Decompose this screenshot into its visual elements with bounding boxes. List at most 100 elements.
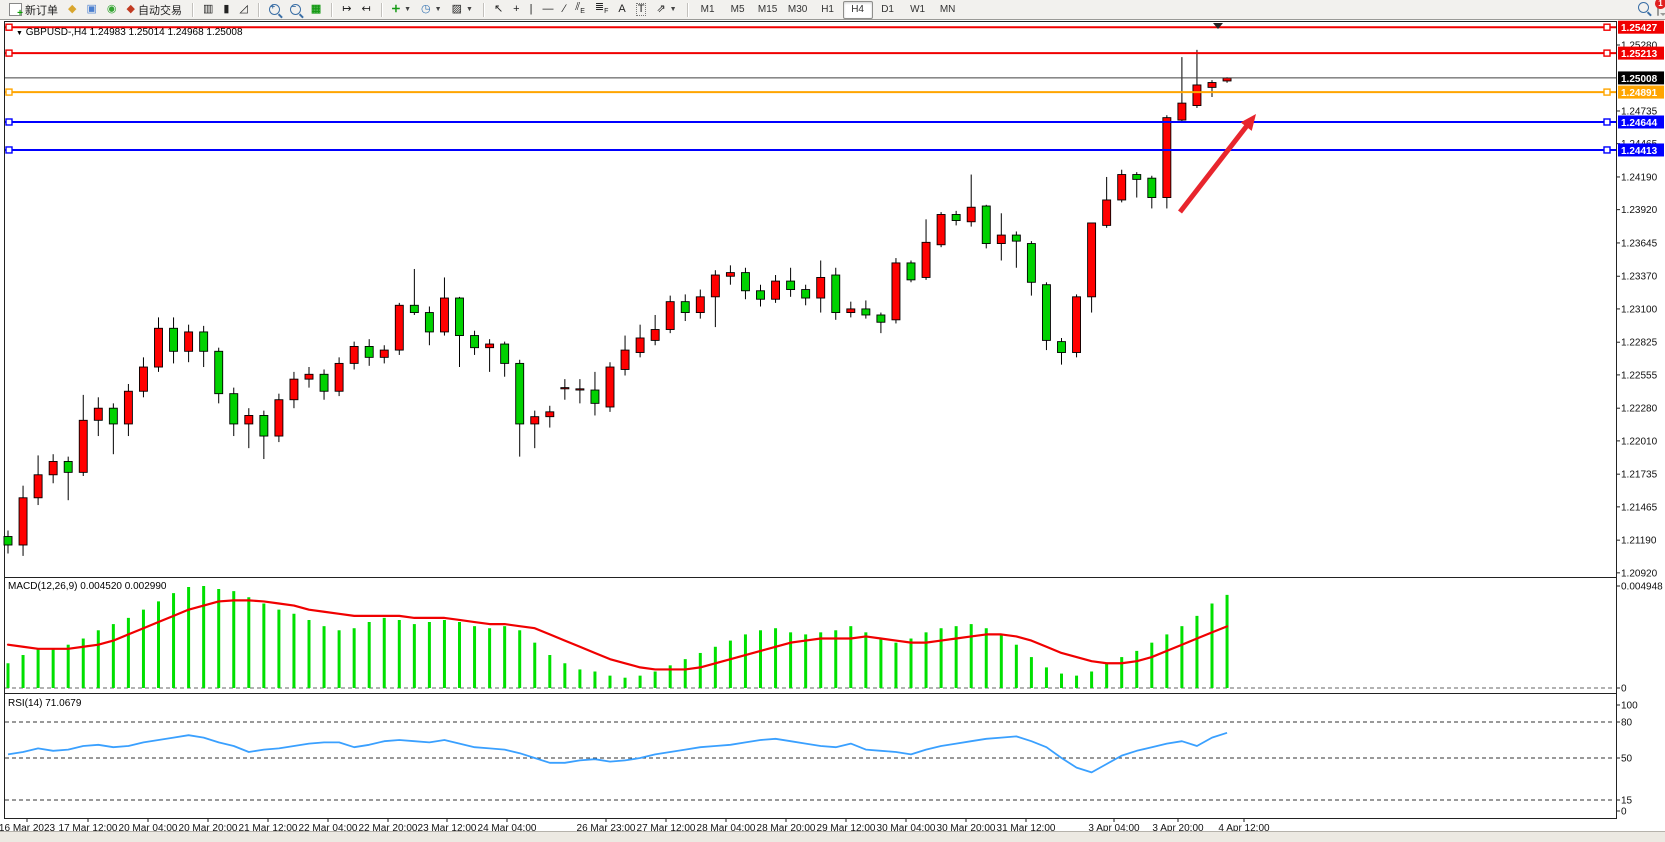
candle — [801, 289, 811, 299]
timeframe-button-mn[interactable]: MN — [939, 3, 956, 15]
periods-button[interactable]: ◷ ▼ — [416, 0, 447, 20]
line-handle[interactable] — [5, 146, 13, 154]
symbol-menu-icon[interactable]: ▼ — [16, 30, 23, 37]
price-tag-label: 1.24644 — [1621, 118, 1658, 129]
price-axis-label: 1.20920 — [1621, 568, 1658, 579]
label-tool-button[interactable]: T — [631, 0, 652, 20]
timeframe-button-m15[interactable]: M15 — [757, 3, 778, 15]
price-tag — [1618, 143, 1664, 157]
date-axis-label: 20 Mar 04:00 — [119, 823, 178, 834]
fibonacci-tool-button[interactable]: ≣F — [590, 0, 614, 20]
date-axis-label: 30 Mar 04:00 — [877, 823, 936, 834]
timeframe-button-m30[interactable]: M30 — [787, 3, 808, 15]
rsi-axis-label: 50 — [1621, 754, 1633, 765]
line-handle[interactable] — [5, 88, 13, 96]
chart-canvas[interactable]: 1.252801.247351.244651.241901.239201.236… — [0, 20, 1665, 842]
macd-pane[interactable] — [4, 577, 1617, 694]
timeframe-button-w1[interactable]: W1 — [910, 3, 926, 15]
trend-arrow[interactable] — [1178, 121, 1251, 214]
channel-tool-button[interactable]: ⫽E — [570, 0, 590, 20]
date-axis-label: 21 Mar 12:00 — [239, 823, 298, 834]
macd-signal-line — [6, 599, 1229, 671]
toolbar-separator — [380, 2, 382, 17]
price-tag-label: 1.24413 — [1621, 146, 1658, 157]
templates-button[interactable]: ▨ ▼ — [447, 0, 478, 20]
date-axis-label: 3 Apr 04:00 — [1088, 823, 1140, 834]
candlestick-chart-button[interactable]: ▮ — [218, 0, 234, 20]
arrows-tool-button[interactable]: ⇗ ▼ — [651, 0, 681, 20]
line-handle[interactable] — [1603, 49, 1611, 57]
search-button[interactable] — [1638, 2, 1649, 16]
zoom-in-button[interactable]: + — [264, 0, 285, 20]
line-handle[interactable] — [1603, 88, 1611, 96]
timeframe-toolbar: M1 M5 M15 M30 H1 H4 D1 W1 MN — [693, 0, 963, 20]
price-axis-label: 1.22280 — [1621, 404, 1658, 415]
status-bar — [0, 831, 1665, 842]
signals-button[interactable]: ◉ — [102, 0, 122, 20]
candle — [78, 419, 88, 473]
line-handle[interactable] — [5, 49, 13, 57]
trend-arrow-head[interactable] — [1240, 114, 1256, 131]
candlestick-chart-icon: ▮ — [223, 3, 230, 15]
timeframe-button-d1[interactable]: D1 — [881, 3, 894, 15]
toolbar: 新订单 ◆ ▣ ◉ ◆ 自动交易 ▥ ▮ ◿ + − ▦ ↦ ↤ 🞤▼ ◷▼ ▨… — [0, 0, 1665, 20]
line-handle[interactable] — [1603, 118, 1611, 126]
chevron-down-icon: ▼ — [669, 6, 677, 13]
timeframe-button-m5[interactable]: M5 — [730, 3, 745, 15]
price-axis-label: 1.22825 — [1621, 338, 1658, 349]
indicators-button[interactable]: 🞤 ▼ — [387, 0, 416, 20]
candle — [605, 366, 615, 408]
timeframe-button-h4[interactable]: H4 — [842, 0, 873, 19]
candle — [138, 366, 148, 392]
line-handle[interactable] — [5, 118, 13, 126]
date-axis-label: 24 Mar 04:00 — [478, 823, 537, 834]
candle — [575, 388, 585, 391]
crosshair-tool-button[interactable]: + — [508, 0, 524, 20]
zoom-out-button[interactable]: − — [285, 0, 306, 20]
candle — [590, 389, 600, 404]
auto-scroll-button[interactable]: ↦ — [337, 0, 356, 20]
candle — [1072, 296, 1082, 353]
notifications-button[interactable]: 1 — [1655, 0, 1665, 16]
date-axis-label: 31 Mar 12:00 — [997, 823, 1056, 834]
rsi-pane[interactable] — [4, 693, 1617, 819]
candle — [48, 461, 58, 476]
line-handle[interactable] — [1603, 23, 1611, 31]
trendline-tool-button[interactable]: ∕ — [558, 0, 570, 20]
autotrade-button[interactable]: ◆ 自动交易 — [121, 0, 186, 20]
candle — [18, 497, 28, 546]
market-watch-button[interactable]: ◆ — [63, 0, 81, 20]
chevron-down-icon: ▼ — [466, 6, 473, 13]
auto-scroll-icon: ↦ — [342, 3, 352, 15]
chart-window[interactable]: 1.252801.247351.244651.241901.239201.236… — [0, 20, 1665, 834]
symbol-period-label: GBPUSD-,H4 — [25, 27, 87, 38]
candle — [364, 346, 374, 358]
zoom-out-icon: − — [289, 2, 301, 15]
cursor-tool-button[interactable]: ↖ — [489, 0, 508, 20]
candle — [289, 378, 299, 401]
bar-chart-icon: ▥ — [202, 3, 214, 15]
chart-shift-button[interactable]: ↤ — [357, 0, 376, 20]
chart-shift-marker[interactable] — [1213, 23, 1223, 29]
price-pane[interactable] — [4, 21, 1617, 578]
autotrade-label: 自动交易 — [137, 4, 182, 17]
line-handle[interactable] — [1603, 146, 1611, 154]
terminal-button[interactable]: ▣ — [81, 0, 101, 20]
tile-windows-button[interactable]: ▦ — [306, 0, 326, 20]
candle — [831, 274, 841, 314]
toolbar-separator — [482, 2, 484, 17]
line-chart-button[interactable]: ◿ — [234, 0, 252, 20]
text-tool-button[interactable]: A — [613, 0, 630, 20]
new-order-button[interactable]: 新订单 — [4, 0, 63, 20]
hline-tool-button[interactable]: — — [537, 0, 558, 20]
timeframe-button-m1[interactable]: M1 — [700, 3, 715, 15]
candle — [876, 314, 886, 323]
candle — [440, 297, 449, 333]
timeframe-button-h1[interactable]: H1 — [821, 3, 834, 15]
bar-chart-button[interactable]: ▥ — [198, 0, 218, 20]
line-handle[interactable] — [5, 23, 13, 31]
text-icon: A — [618, 3, 626, 15]
candle — [936, 214, 946, 246]
macd-axis-label: 0 — [1621, 684, 1627, 695]
vline-tool-button[interactable]: | — [525, 0, 538, 20]
